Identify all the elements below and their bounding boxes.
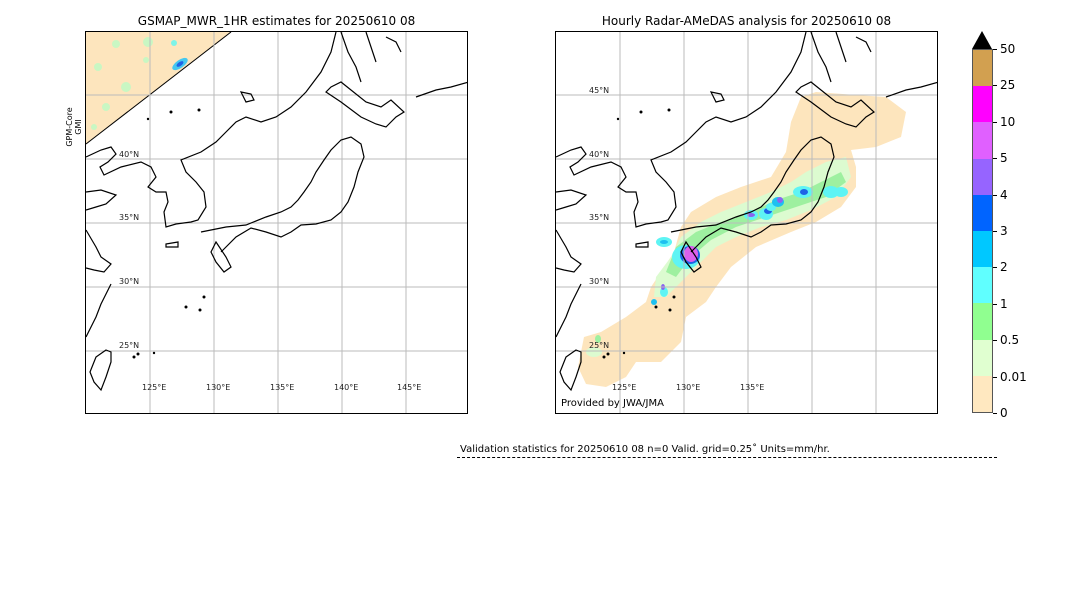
right-map-panel bbox=[555, 31, 938, 414]
colorbar-tick bbox=[993, 85, 997, 87]
colorbar-tick-label: 5 bbox=[1000, 151, 1008, 166]
left-lon-label-130e: 130°E bbox=[206, 383, 231, 392]
colorbar-tick bbox=[993, 49, 997, 50]
colorbar-tick bbox=[993, 158, 997, 160]
left-lon-label-145e: 145°E bbox=[397, 383, 422, 392]
right-lat-label-25n: 25°N bbox=[589, 341, 610, 350]
right-lon-label-135e: 135°E bbox=[740, 383, 765, 392]
left-lat-label-30n: 30°N bbox=[119, 277, 140, 286]
colorbar-tick-label: 10 bbox=[1000, 114, 1016, 129]
colorbar-tick-label: 0.5 bbox=[1000, 333, 1020, 348]
colorbar-tick bbox=[993, 376, 997, 378]
colorbar-tick bbox=[993, 267, 997, 269]
colorbar-tick bbox=[993, 121, 997, 123]
colorbar-segment bbox=[973, 158, 992, 195]
left-lat-label-40n: 40°N bbox=[119, 150, 140, 159]
data-credit: Provided by JWA/JMA bbox=[561, 398, 664, 409]
colorbar-tick-label: 0 bbox=[1000, 406, 1008, 420]
left-lat-label-35n: 35°N bbox=[119, 213, 140, 222]
colorbar-tick bbox=[993, 231, 997, 232]
colorbar-tick bbox=[993, 340, 997, 342]
colorbar-segment bbox=[973, 122, 992, 159]
colorbar-tick-label: 3 bbox=[1000, 224, 1008, 238]
right-lat-label-30n: 30°N bbox=[589, 277, 610, 286]
left-map-panel bbox=[85, 31, 468, 414]
colorbar-segment bbox=[973, 375, 992, 412]
colorbar-segment bbox=[973, 303, 992, 340]
right-lon-label-130e: 130°E bbox=[676, 383, 701, 392]
colorbar-tick-label: 0.01 bbox=[1000, 369, 1027, 384]
colorbar-segment bbox=[973, 194, 992, 231]
right-lat-label-35n: 35°N bbox=[589, 213, 610, 222]
validation-statistics: Validation statistics for 20250610 08 n=… bbox=[460, 444, 830, 455]
left-lon-label-135e: 135°E bbox=[270, 383, 295, 392]
colorbar-tick-label: 50 bbox=[1000, 42, 1016, 56]
validation-divider bbox=[457, 457, 997, 458]
colorbar-tick bbox=[993, 413, 997, 414]
colorbar-tick-label: 1 bbox=[1000, 296, 1008, 311]
radar-coverage bbox=[578, 92, 906, 387]
sensor-label: GPM-Core GMI bbox=[65, 107, 83, 147]
left-lon-label-125e: 125°E bbox=[142, 383, 167, 392]
colorbar-tick bbox=[993, 194, 997, 196]
left-lon-label-140e: 140°E bbox=[334, 383, 359, 392]
colorbar bbox=[972, 49, 993, 413]
colorbar-tick-label: 25 bbox=[1000, 78, 1016, 93]
left-panel-title: GSMAP_MWR_1HR estimates for 20250610 08 bbox=[137, 14, 416, 28]
right-map-svg bbox=[556, 32, 937, 413]
colorbar-segment bbox=[973, 86, 992, 123]
sensor-label-line2: GMI bbox=[74, 119, 83, 135]
left-map-svg bbox=[86, 32, 467, 413]
right-lon-label-125e: 125°E bbox=[612, 383, 637, 392]
colorbar-segment bbox=[973, 49, 992, 87]
colorbar-segment bbox=[973, 267, 992, 304]
colorbar-tick-label: 2 bbox=[1000, 260, 1008, 275]
colorbar-segment bbox=[973, 339, 992, 376]
left-lat-label-25n: 25°N bbox=[119, 341, 140, 350]
colorbar-tick bbox=[993, 303, 997, 305]
right-panel-title: Hourly Radar-AMeDAS analysis for 2025061… bbox=[601, 14, 892, 28]
colorbar-tick-label: 4 bbox=[1000, 187, 1008, 202]
colorbar-segment bbox=[973, 230, 992, 268]
colorbar-extend-arrow bbox=[972, 31, 992, 49]
right-lat-label-45n: 45°N bbox=[589, 86, 610, 95]
right-lat-label-40n: 40°N bbox=[589, 150, 610, 159]
sensor-label-line1: GPM-Core bbox=[65, 107, 74, 147]
